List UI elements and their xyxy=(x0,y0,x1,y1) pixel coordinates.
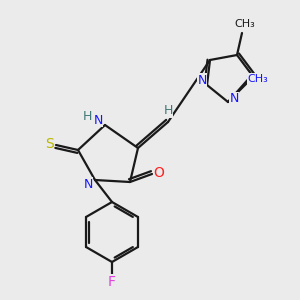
Text: N: N xyxy=(197,74,207,86)
Text: CH₃: CH₃ xyxy=(248,74,268,84)
Text: S: S xyxy=(45,137,53,151)
Text: O: O xyxy=(154,166,164,180)
Text: N: N xyxy=(83,178,93,190)
Text: F: F xyxy=(108,275,116,289)
Text: N: N xyxy=(93,113,103,127)
Text: N: N xyxy=(229,92,239,106)
Text: H: H xyxy=(163,104,173,118)
Text: CH₃: CH₃ xyxy=(235,19,255,29)
Text: H: H xyxy=(82,110,92,124)
